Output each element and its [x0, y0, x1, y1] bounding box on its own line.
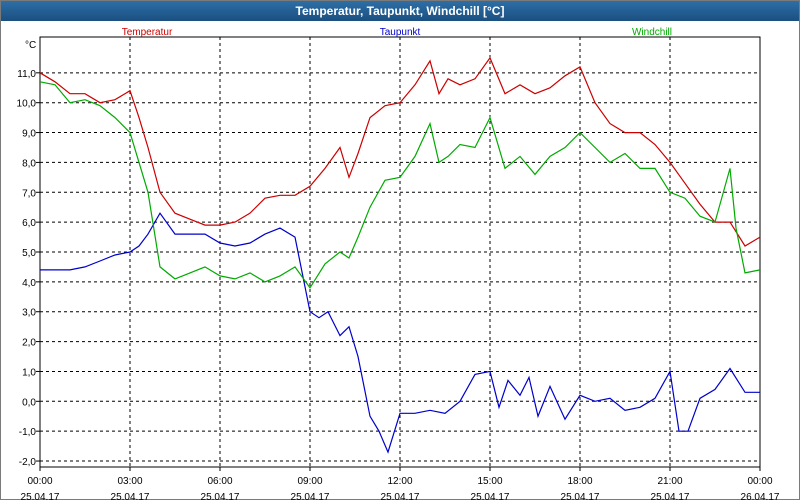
x-tick-time: 15:00: [477, 476, 502, 487]
x-tick-time: 06:00: [207, 476, 232, 487]
x-tick-date: 25.04.17: [291, 492, 330, 500]
x-tick-time: 00:00: [747, 476, 772, 487]
legend-windchill: Windchill: [632, 27, 672, 38]
x-tick-time: 09:00: [297, 476, 322, 487]
x-axis-ticks: 00:00 25.04.17 03:00 25.04.17 06:00 25.04.17 0…: [21, 467, 780, 500]
x-tick-time: 03:00: [117, 476, 142, 487]
y-tick-label: 10,0: [17, 99, 37, 110]
x-tick-time: 00:00: [27, 476, 52, 487]
y-tick-label: 7,0: [22, 188, 36, 199]
y-axis-unit-label: °C: [25, 40, 36, 51]
x-tick-time: 12:00: [387, 476, 412, 487]
y-tick-label: 8,0: [22, 158, 36, 169]
series-line-temperatur: [39, 56, 761, 247]
grid-lines: [40, 37, 760, 467]
y-tick-label: 6,0: [22, 218, 36, 229]
y-tick-label: 3,0: [22, 308, 36, 319]
y-tick-label: 11,0: [17, 69, 36, 80]
x-tick-date: 25.04.17: [651, 492, 690, 500]
y-tick-label: 4,0: [22, 278, 36, 289]
chart-area: 11,0 10,0 9,0 8,0 7,0 6,0 5,0 4,0 3,0 2,0 1,0 0,0 -1…: [17, 27, 780, 500]
legend: Temperatur Taupunkt Windchill: [122, 27, 672, 38]
y-tick-label: 0,0: [22, 397, 36, 408]
x-tick-date: 25.04.17: [111, 492, 150, 500]
x-tick-date: 25.04.17: [381, 492, 420, 500]
series-lines: [39, 56, 761, 454]
legend-taupunkt: Taupunkt: [380, 27, 421, 38]
x-tick-date: 25.04.17: [561, 492, 600, 500]
y-tick-label: -2,0: [19, 457, 37, 468]
x-tick-time: 21:00: [657, 476, 682, 487]
window-title: Temperatur, Taupunkt, Windchill [°C]: [1, 1, 799, 21]
legend-temperatur: Temperatur: [122, 27, 173, 38]
x-tick-date: 26.04.17: [741, 492, 780, 500]
y-tick-label: 5,0: [22, 248, 36, 259]
series-line-taupunkt: [40, 212, 760, 454]
y-tick-label: -1,0: [19, 427, 37, 438]
x-tick-time: 18:00: [567, 476, 592, 487]
y-tick-label: 1,0: [22, 367, 36, 378]
x-tick-date: 25.04.17: [21, 492, 60, 500]
y-axis-ticks: 11,0 10,0 9,0 8,0 7,0 6,0 5,0 4,0 3,0 2,0 1,0 0,0 -1…: [17, 69, 40, 468]
x-tick-date: 25.04.17: [471, 492, 510, 500]
series-line-windchill: [39, 81, 761, 289]
y-tick-label: 9,0: [22, 129, 36, 140]
x-tick-date: 25.04.17: [201, 492, 240, 500]
y-tick-label: 2,0: [22, 338, 36, 349]
